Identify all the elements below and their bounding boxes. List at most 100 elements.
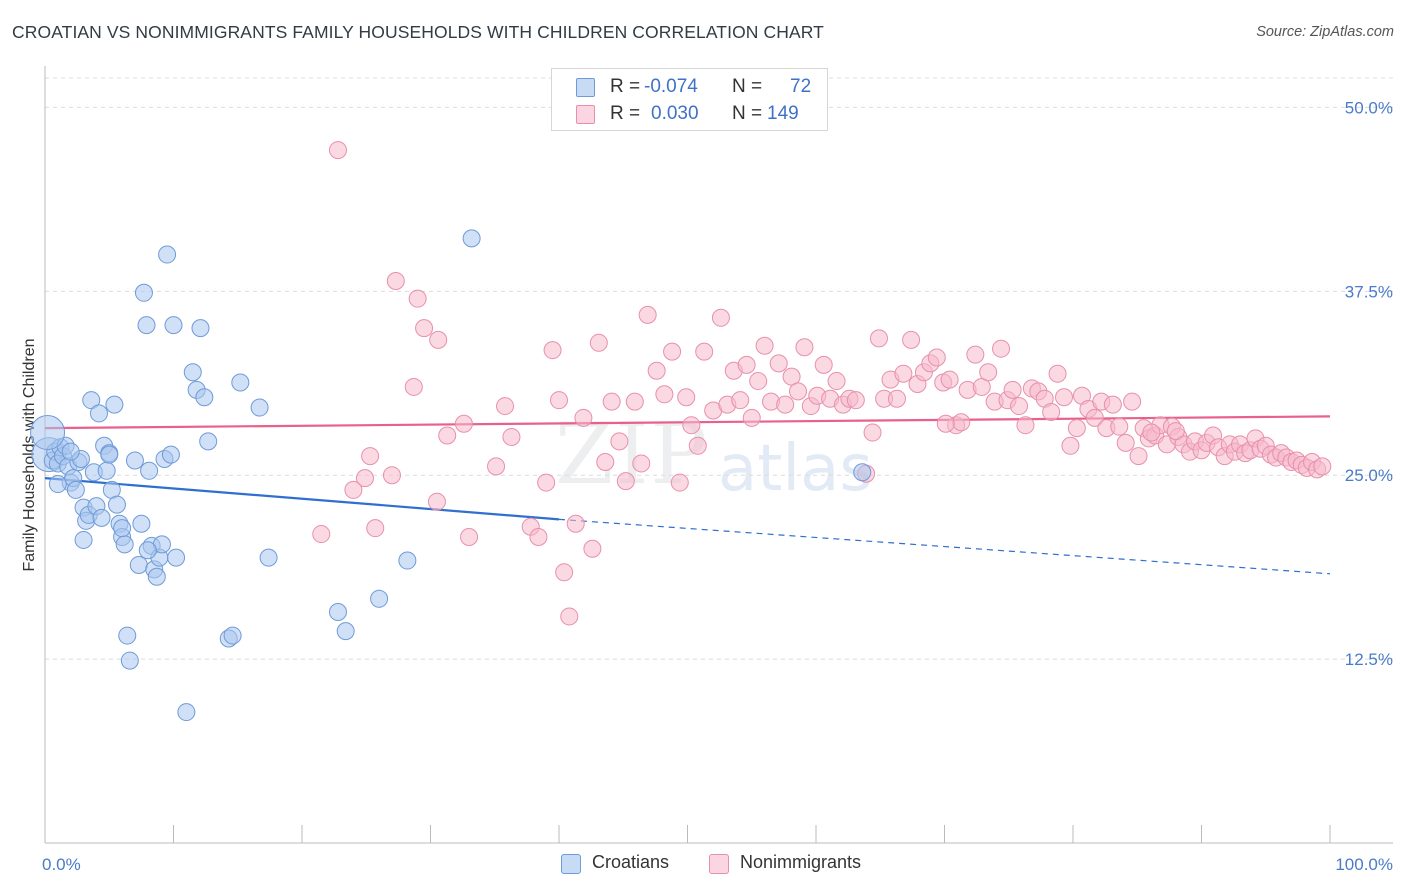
croatians-point xyxy=(120,651,139,670)
nonimmigrants-point xyxy=(682,416,701,435)
croatians-point xyxy=(140,461,159,480)
nonimmigrants-point xyxy=(776,395,795,414)
croatians-point xyxy=(259,548,278,567)
legend-r-label: R = xyxy=(610,76,641,97)
legend-r-value: -0.074 xyxy=(644,76,698,97)
bottom-legend-swatch-nonimmigrants xyxy=(709,854,729,874)
nonimmigrants-point xyxy=(1313,457,1332,476)
nonimmigrants-point xyxy=(355,469,374,488)
nonimmigrants-point xyxy=(366,519,385,538)
legend-swatch-nonimmigrants xyxy=(576,105,595,124)
nonimmigrants-point xyxy=(677,388,696,407)
nonimmigrants-point xyxy=(936,414,955,433)
nonimmigrants-point xyxy=(386,272,405,291)
nonimmigrants-point xyxy=(344,480,363,499)
legend-n-label: N = xyxy=(732,103,763,124)
nonimmigrants-point xyxy=(1067,419,1086,438)
nonimmigrants-point xyxy=(940,370,959,389)
croatians-point xyxy=(107,495,126,514)
nonimmigrants-point xyxy=(647,361,666,380)
legend-n-label: N = xyxy=(732,76,763,97)
nonimmigrants-point xyxy=(769,354,788,373)
legend-r-label: R = xyxy=(610,103,641,124)
nonimmigrants-point xyxy=(894,364,913,383)
nonimmigrants-point xyxy=(1055,388,1074,407)
nonimmigrants-point xyxy=(415,319,434,338)
nonimmigrants-point xyxy=(555,563,574,582)
croatians-point xyxy=(100,445,119,464)
nonimmigrants-point xyxy=(602,392,621,411)
nonimmigrants-point xyxy=(1010,397,1029,416)
nonimmigrants-point xyxy=(827,372,846,391)
nonimmigrants-point xyxy=(670,473,689,492)
x-tick-label: 100.0% xyxy=(1335,855,1393,874)
nonimmigrants-point xyxy=(663,342,682,361)
croatians-point xyxy=(129,555,148,574)
croatians-point xyxy=(138,541,157,560)
croatians-point xyxy=(89,404,108,423)
nonimmigrants-point xyxy=(610,432,629,451)
croatians-point xyxy=(113,519,132,538)
nonimmigrants-point xyxy=(992,339,1011,358)
croatians-point xyxy=(125,451,144,470)
y-tick-label: 12.5% xyxy=(1345,650,1393,669)
croatians-point xyxy=(328,603,347,622)
nonimmigrants-point xyxy=(952,413,971,432)
croatians-point xyxy=(250,398,269,417)
nonimmigrants-point xyxy=(632,454,651,473)
nonimmigrants-point xyxy=(1103,395,1122,414)
croatians-trend-extension xyxy=(558,518,1331,575)
nonimmigrants-point xyxy=(1061,436,1080,455)
nonimmigrants-point xyxy=(979,363,998,382)
nonimmigrants-point xyxy=(454,414,473,433)
croatians-point xyxy=(177,703,196,722)
watermark-atlas: atlas xyxy=(718,432,873,506)
nonimmigrants-point xyxy=(408,289,427,308)
nonimmigrants-point xyxy=(1142,423,1161,442)
nonimmigrants-point xyxy=(596,452,615,471)
legend-n-value: 72 xyxy=(790,76,812,97)
grid-lines xyxy=(45,77,1393,660)
nonimmigrants-point xyxy=(737,355,756,374)
nonimmigrants-point xyxy=(846,391,865,410)
nonimmigrants-point xyxy=(566,514,585,533)
nonimmigrants-point xyxy=(927,348,946,367)
croatians-point xyxy=(191,319,210,338)
nonimmigrants-point xyxy=(1129,447,1148,466)
nonimmigrants-point xyxy=(1048,364,1067,383)
trend-lines xyxy=(44,415,1331,575)
croatians-point xyxy=(82,391,101,410)
croatians-point xyxy=(61,442,80,461)
croatians-point xyxy=(92,508,111,527)
nonimmigrants-point xyxy=(1042,402,1061,421)
nonimmigrants-point xyxy=(460,528,479,546)
croatians-point xyxy=(147,567,166,586)
croatians-point xyxy=(118,626,137,645)
tick-labels: 12.5% 25.0% 37.5% 50.0% 0.0% 100.0% xyxy=(42,98,1393,874)
nonimmigrants-point xyxy=(742,408,761,427)
croatians-point xyxy=(134,283,153,302)
croatians-point xyxy=(115,535,134,554)
nonimmigrants-point xyxy=(688,436,707,455)
croatians-point xyxy=(97,461,116,480)
nonimmigrants-point xyxy=(869,329,888,348)
croatians-point xyxy=(161,445,180,464)
y-tick-label: 37.5% xyxy=(1345,282,1393,301)
nonimmigrants-point xyxy=(543,341,562,360)
croatians-point xyxy=(231,373,250,392)
nonimmigrants-point xyxy=(427,492,446,511)
nonimmigrants-point xyxy=(814,355,833,374)
croatians-point xyxy=(336,622,355,641)
nonimmigrants-point xyxy=(1166,422,1185,441)
legend-n-value: 149 xyxy=(767,103,799,124)
nonimmigrants-point xyxy=(1110,417,1129,436)
nonimmigrants-point xyxy=(887,389,906,408)
y-tick-label: 25.0% xyxy=(1345,466,1393,485)
legend-r-value: 0.030 xyxy=(651,103,699,124)
nonimmigrants-point xyxy=(529,528,548,546)
chart-title: CROATIAN VS NONIMMIGRANTS FAMILY HOUSEHO… xyxy=(12,22,824,42)
nonimmigrants-point xyxy=(1016,416,1035,435)
nonimmigrants-point xyxy=(589,333,608,352)
nonimmigrants-point xyxy=(404,377,423,396)
